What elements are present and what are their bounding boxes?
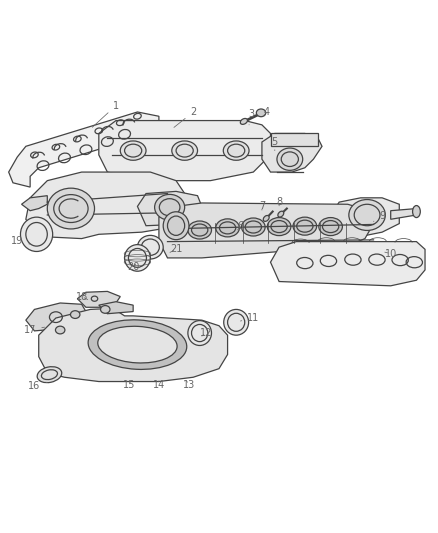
Polygon shape <box>159 203 374 258</box>
Ellipse shape <box>172 141 198 160</box>
Text: 11: 11 <box>240 313 259 323</box>
Text: 7: 7 <box>259 201 265 212</box>
Ellipse shape <box>223 141 249 160</box>
Text: 15: 15 <box>123 379 135 390</box>
Ellipse shape <box>267 217 291 236</box>
Text: 14: 14 <box>153 379 165 390</box>
Text: 8: 8 <box>276 197 282 207</box>
Text: 10: 10 <box>385 248 397 259</box>
Ellipse shape <box>293 217 317 235</box>
Text: 12: 12 <box>200 328 212 338</box>
Ellipse shape <box>120 141 146 160</box>
Polygon shape <box>262 133 322 172</box>
Ellipse shape <box>263 215 269 221</box>
Polygon shape <box>26 172 185 239</box>
Text: 3: 3 <box>248 109 254 125</box>
Polygon shape <box>391 208 417 219</box>
Ellipse shape <box>163 212 189 240</box>
Ellipse shape <box>37 367 62 383</box>
Ellipse shape <box>124 245 150 271</box>
Ellipse shape <box>319 217 343 236</box>
Ellipse shape <box>155 195 185 220</box>
Ellipse shape <box>71 311 80 318</box>
Ellipse shape <box>56 326 65 334</box>
Text: 21: 21 <box>170 244 182 254</box>
Text: 9: 9 <box>374 211 385 221</box>
Ellipse shape <box>21 217 53 252</box>
Ellipse shape <box>216 219 240 237</box>
Polygon shape <box>9 112 159 187</box>
Text: 18: 18 <box>75 292 88 302</box>
Ellipse shape <box>413 206 420 217</box>
Ellipse shape <box>88 320 187 369</box>
Polygon shape <box>99 120 271 181</box>
Ellipse shape <box>101 305 110 313</box>
Ellipse shape <box>277 148 303 171</box>
Text: 4: 4 <box>263 107 269 117</box>
Polygon shape <box>21 196 47 211</box>
Ellipse shape <box>241 218 265 236</box>
Ellipse shape <box>188 221 212 239</box>
Text: 19: 19 <box>11 236 30 246</box>
Text: 2: 2 <box>174 107 196 127</box>
Polygon shape <box>138 191 202 225</box>
Text: 5: 5 <box>272 137 278 151</box>
Polygon shape <box>232 228 245 237</box>
Text: 20: 20 <box>127 262 139 272</box>
Text: 16: 16 <box>28 381 47 391</box>
Ellipse shape <box>47 188 95 229</box>
Ellipse shape <box>224 310 249 335</box>
Polygon shape <box>271 133 318 147</box>
Ellipse shape <box>278 211 284 217</box>
Text: 17: 17 <box>24 325 45 335</box>
Ellipse shape <box>240 118 247 124</box>
Polygon shape <box>26 303 86 331</box>
Ellipse shape <box>188 320 212 345</box>
Text: 13: 13 <box>183 379 195 390</box>
Ellipse shape <box>138 236 163 259</box>
Ellipse shape <box>98 326 177 363</box>
Polygon shape <box>331 198 399 236</box>
Polygon shape <box>271 241 425 286</box>
Text: 1: 1 <box>92 101 119 127</box>
Polygon shape <box>99 302 133 314</box>
Ellipse shape <box>349 199 385 230</box>
Polygon shape <box>39 309 228 382</box>
Polygon shape <box>78 292 120 308</box>
Ellipse shape <box>256 109 266 117</box>
Text: 6: 6 <box>237 221 244 231</box>
